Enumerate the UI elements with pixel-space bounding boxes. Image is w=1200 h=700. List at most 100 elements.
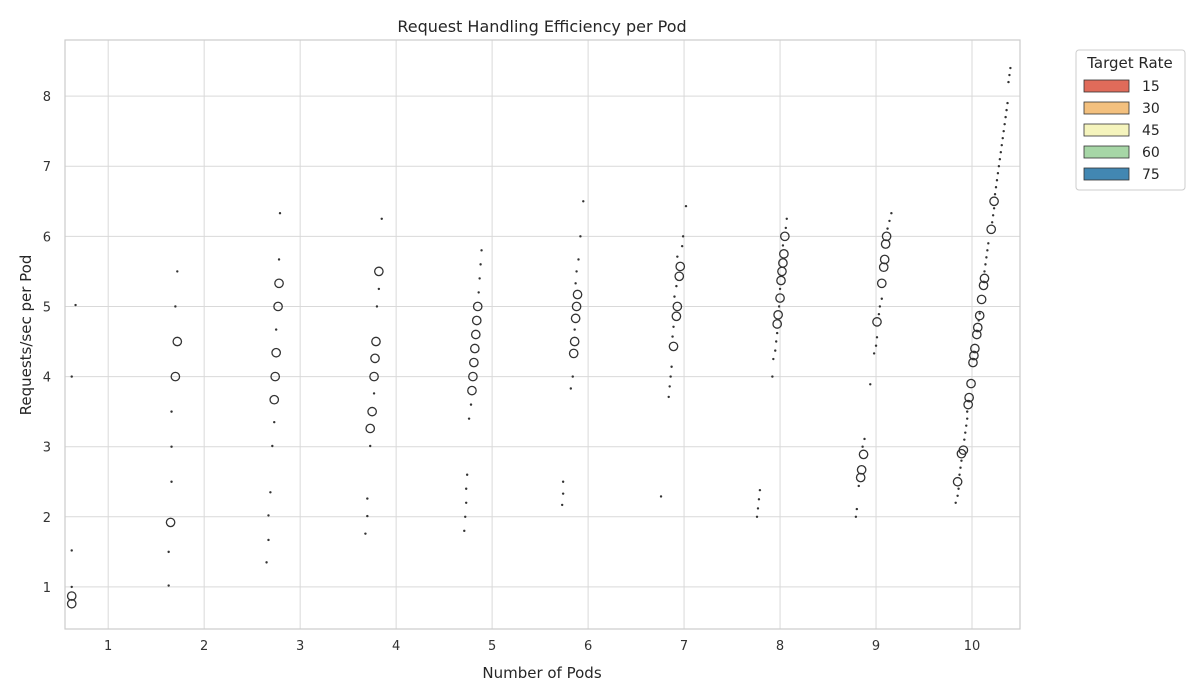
outlier-point [972,322,983,333]
x-tick-label: 5 [488,639,496,654]
outlier-point [671,311,682,322]
x-tick-labels: 1 2 3 4 5 6 7 8 9 10 [104,639,980,654]
data-point [872,352,876,355]
x-tick-label: 4 [392,639,400,654]
data-point [70,549,73,552]
data-point [966,410,969,413]
outlier-point [986,224,997,235]
outlier-point [170,371,181,382]
data-point [954,501,957,504]
legend-swatch [1083,79,1130,93]
data-point [755,515,759,519]
data-point [70,585,73,589]
data-point [995,179,999,182]
data-point [659,495,663,498]
outlier-point [274,278,284,289]
legend-swatch [1083,101,1130,115]
data-point [880,297,883,300]
data-point [269,491,272,494]
legend-title: Target Rate [1086,54,1173,72]
data-point [74,303,77,307]
grid-lines [65,40,1020,629]
legend-label: 15 [1142,79,1160,95]
data-point [985,256,988,259]
data-point [380,217,383,221]
data-point [978,312,981,315]
data-point [874,344,878,347]
outlier-point [971,329,982,340]
data-point [464,487,468,490]
data-point [1009,66,1012,70]
data-point [990,221,994,224]
data-point [364,532,367,535]
legend-item: 15 [1083,79,1160,95]
data-point [170,410,173,413]
data-point [366,497,369,500]
data-point [966,417,969,420]
outlier-point [773,310,783,320]
outlier-point [958,445,969,456]
outlier-point [568,348,579,359]
outlier-point [978,280,989,291]
outlier-point [369,371,379,382]
x-tick-label: 8 [776,639,784,654]
data-point [463,529,466,533]
data-point [775,340,778,343]
data-point [999,150,1003,154]
data-point [464,515,467,519]
data-point [670,365,673,368]
data-point [561,492,565,495]
outlier-point [572,289,583,300]
data-point [963,438,966,441]
x-tick-label: 3 [296,639,304,654]
outlier-point [976,294,987,305]
outlier-point [365,423,376,434]
legend-swatch [1083,167,1130,181]
data-point [672,325,675,328]
data-point [571,375,574,378]
outlier-point [966,378,976,389]
outlier-point [672,301,683,312]
data-point [573,328,576,331]
y-tick-label: 6 [43,230,51,245]
pod-group-6 [560,200,585,507]
data-point [861,445,864,448]
data-point [479,263,482,266]
data-point [784,226,788,230]
outlier-point [66,598,77,609]
data-point [956,494,959,497]
data-point [1001,136,1004,140]
data-point [957,487,960,490]
data-point [167,584,170,587]
outlier-point [674,271,685,282]
pod-group-7 [659,204,688,498]
data-point [757,498,761,501]
outlier-point [779,249,789,259]
data-point [777,305,781,308]
data-point [890,211,893,215]
x-tick-label: 2 [200,639,208,654]
legend-label: 30 [1142,101,1160,117]
outlier-point [467,385,477,396]
y-tick-labels: 1 2 3 4 5 6 7 8 [43,90,51,596]
data-point [277,258,281,261]
data-point [958,473,961,476]
data-point [669,375,672,378]
outlier-point [979,273,990,284]
data-point [579,235,582,238]
data-point [469,403,473,406]
outlier-point [165,517,176,528]
outlier-point [968,357,978,368]
chart-title: Request Handling Efficiency per Pod [397,17,686,36]
data-point [772,357,775,361]
outlier-point [876,278,887,289]
x-axis-label: Number of Pods [482,664,601,682]
outlier-point [472,301,483,312]
outlier-point [270,371,281,382]
outlier-point [269,394,280,405]
data-point [775,331,779,335]
data-point [480,249,483,252]
legend-label: 60 [1142,145,1160,161]
y-axis-label: Requests/sec per Pod [17,255,35,416]
